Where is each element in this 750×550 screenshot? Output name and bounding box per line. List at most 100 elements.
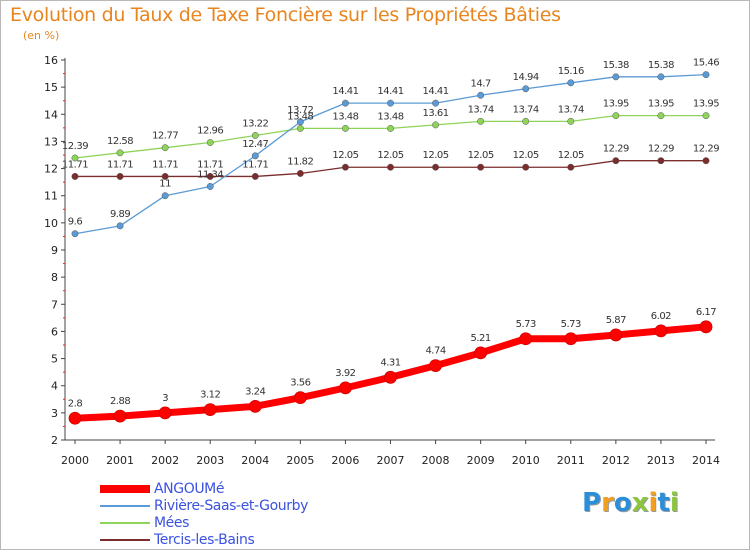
data-label: 13.74 — [513, 104, 539, 115]
data-point — [158, 406, 172, 420]
x-tick-label: 2001 — [106, 454, 134, 467]
data-point — [203, 403, 217, 417]
y-tick-label: 4 — [51, 380, 58, 393]
data-label: 5.73 — [561, 319, 581, 330]
data-point — [251, 172, 259, 180]
data-point — [341, 124, 349, 132]
data-point — [339, 381, 352, 395]
data-label: 12.05 — [332, 150, 358, 161]
y-tick-label: 5 — [51, 353, 58, 366]
y-tick-label: 16 — [44, 54, 58, 67]
legend-swatch — [100, 539, 150, 541]
data-label: 6.17 — [696, 307, 716, 318]
x-tick-label: 2009 — [467, 454, 495, 467]
series-layer — [68, 71, 713, 425]
y-tick-label: 13 — [44, 135, 58, 148]
data-label: 5.21 — [471, 333, 491, 344]
legend-label: Tercis-les-Bains — [154, 532, 255, 548]
data-point — [657, 112, 665, 120]
data-label: 13.74 — [468, 104, 494, 115]
data-point — [71, 154, 79, 162]
y-tick-label: 11 — [44, 190, 58, 203]
data-point — [657, 73, 665, 81]
x-tick-label: 2012 — [602, 454, 630, 467]
data-point — [612, 157, 620, 165]
data-point — [477, 163, 485, 171]
y-tick-label: 9 — [51, 244, 58, 257]
data-label: 12.05 — [468, 150, 494, 161]
data-label: 2.88 — [110, 396, 130, 407]
data-labels: 2.8 2.88 3 3.12 3.24 3.56 3.92 4.31 4.74 5.21 5.73… — [62, 58, 720, 410]
x-tick-label: 2002 — [151, 454, 179, 467]
logo-letter: r — [601, 488, 614, 518]
data-point — [116, 149, 124, 157]
data-label: 15.38 — [648, 60, 674, 71]
data-label: 4.31 — [380, 357, 400, 368]
x-tick-label: 2003 — [196, 454, 224, 467]
proxiti-logo: Proxiti — [582, 488, 679, 518]
data-label: 12.29 — [603, 144, 629, 155]
data-label: 12.05 — [423, 150, 449, 161]
data-point — [387, 99, 394, 107]
data-point — [251, 152, 259, 160]
data-label: 11.71 — [197, 159, 223, 170]
data-label: 13.72 — [287, 105, 313, 116]
data-point — [702, 157, 710, 165]
x-tick-label: 2013 — [647, 454, 675, 467]
data-label: 14.7 — [471, 78, 491, 89]
data-point — [522, 85, 530, 93]
logo-letter: x — [631, 488, 649, 518]
axes: 2 3 4 5 6 7 8 9 10 11 12 13 14 15 16 2000 2001 2002 2003 20… — [44, 54, 720, 467]
data-point — [567, 117, 575, 125]
data-point — [161, 172, 169, 180]
data-label: 3.56 — [290, 378, 310, 389]
y-tick-label: 14 — [44, 108, 58, 121]
y-tick-label: 12 — [44, 163, 58, 176]
x-tick-label: 2000 — [61, 454, 89, 467]
data-point — [116, 222, 124, 230]
data-label: 15.46 — [693, 58, 719, 69]
data-point — [702, 71, 710, 79]
data-point — [522, 117, 530, 125]
logo-letter: i — [669, 488, 679, 518]
data-label: 5.73 — [516, 319, 536, 330]
data-label: 13.48 — [332, 111, 358, 122]
data-label: 11.71 — [62, 159, 88, 170]
data-point — [71, 172, 79, 180]
data-point — [293, 391, 307, 405]
data-point — [567, 163, 575, 171]
data-label: 12.05 — [558, 150, 584, 161]
legend-label: Mées — [154, 515, 189, 531]
data-point — [432, 99, 440, 107]
data-point — [248, 399, 262, 413]
data-label: 6.02 — [651, 311, 671, 322]
data-point — [567, 79, 575, 87]
data-point — [206, 172, 214, 180]
data-label: 12.05 — [513, 150, 539, 161]
x-tick-label: 2004 — [241, 454, 269, 467]
data-label: 2.8 — [68, 398, 83, 409]
data-label: 13.74 — [558, 104, 584, 115]
data-label: 11 — [159, 179, 171, 190]
data-point — [113, 409, 127, 423]
unit-label: (en %) — [23, 29, 60, 42]
y-tick-label: 3 — [51, 407, 58, 420]
data-point — [206, 139, 214, 146]
data-point — [296, 170, 304, 177]
data-point — [477, 91, 485, 99]
data-point — [206, 183, 214, 190]
data-point — [477, 117, 485, 125]
data-label: 13.95 — [648, 99, 674, 110]
data-label: 12.39 — [62, 141, 88, 152]
data-label: 12.77 — [152, 131, 178, 142]
data-label: 12.05 — [377, 150, 403, 161]
legend-swatch — [100, 505, 150, 507]
data-label: 13.48 — [287, 111, 313, 122]
data-label: 3.24 — [245, 386, 265, 397]
data-point — [429, 359, 442, 373]
data-label: 12.96 — [197, 126, 223, 137]
data-label: 14.41 — [332, 86, 358, 97]
data-label: 13.48 — [377, 111, 403, 122]
x-tick-label: 2010 — [512, 454, 540, 467]
data-label: 11.71 — [242, 159, 268, 170]
